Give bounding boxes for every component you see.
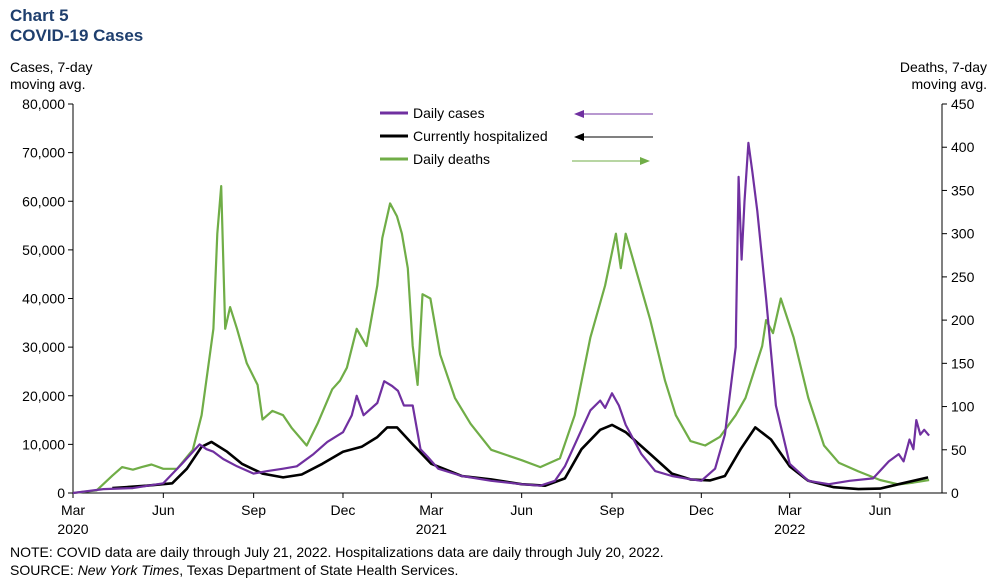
left-y-tick-label: 20,000 xyxy=(22,388,65,404)
left-y-tick-label: 40,000 xyxy=(22,291,65,307)
left-y-tick-label: 30,000 xyxy=(22,339,65,355)
left-y-tick-label: 80,000 xyxy=(22,96,65,112)
series-line-daily-cases xyxy=(72,141,930,495)
right-y-tick-label: 400 xyxy=(951,139,975,155)
right-y-tick-label: 50 xyxy=(951,442,967,458)
right-y-tick-label: 200 xyxy=(951,312,975,328)
x-tick-label: Jun xyxy=(510,502,533,518)
right-y-tick-label: 100 xyxy=(951,399,975,415)
x-tick-label: Dec xyxy=(331,502,356,518)
footer-note: NOTE: COVID data are daily through July … xyxy=(10,544,664,560)
left-y-tick-label: 10,000 xyxy=(22,436,65,452)
x-tick-label: Jun xyxy=(152,502,175,518)
right-axis-title-line1: Deaths, 7-day xyxy=(899,59,987,75)
series-line-daily-deaths xyxy=(72,185,930,495)
x-tick-year-label: 2020 xyxy=(57,521,88,537)
legend-label: Daily deaths xyxy=(413,151,490,167)
right-y-tick-label: 350 xyxy=(951,182,975,198)
source-rest: , Texas Department of State Health Servi… xyxy=(179,562,459,578)
chart-title: Chart 5 COVID-19 Cases xyxy=(10,6,143,46)
x-tick-label: Sep xyxy=(241,502,266,518)
right-y-tick-label: 450 xyxy=(951,96,975,112)
left-axis-title-line2: moving avg. xyxy=(10,76,86,92)
x-tick-label: Mar xyxy=(419,502,443,518)
left-y-tick-label: 0 xyxy=(57,485,65,501)
x-tick-year-label: 2021 xyxy=(416,521,447,537)
x-tick-label: Jun xyxy=(869,502,892,518)
right-y-tick-label: 250 xyxy=(951,269,975,285)
right-axis-title: Deaths, 7-day moving avg. xyxy=(900,59,987,93)
source-prefix: SOURCE: xyxy=(10,562,78,578)
left-y-tick-label: 70,000 xyxy=(22,145,65,161)
x-tick-label: Sep xyxy=(600,502,625,518)
legend-label: Daily cases xyxy=(413,105,485,121)
footer-source: SOURCE: New York Times, Texas Department… xyxy=(10,562,458,579)
right-y-tick-label: 300 xyxy=(951,226,975,242)
legend-label: Currently hospitalized xyxy=(413,128,548,144)
x-tick-label: Dec xyxy=(689,502,714,518)
right-axis-title-line2: moving avg. xyxy=(911,76,987,92)
left-axis-title: Cases, 7-day moving avg. xyxy=(10,59,92,93)
x-tick-label: Mar xyxy=(61,502,85,518)
right-y-tick-label: 150 xyxy=(951,355,975,371)
source-italic: New York Times xyxy=(77,562,180,578)
left-y-tick-label: 60,000 xyxy=(22,193,65,209)
left-y-tick-label: 50,000 xyxy=(22,242,65,258)
left-axis-title-line1: Cases, 7-day xyxy=(10,59,93,75)
right-y-tick-label: 0 xyxy=(951,485,959,501)
chart-subject: COVID-19 Cases xyxy=(10,26,144,45)
legend-arrow-head xyxy=(574,110,584,118)
legend-arrow-head xyxy=(574,133,584,141)
x-tick-label: Mar xyxy=(778,502,802,518)
x-tick-year-label: 2022 xyxy=(774,521,805,537)
chart-number: Chart 5 xyxy=(10,6,69,25)
legend-arrow-head xyxy=(640,157,650,165)
